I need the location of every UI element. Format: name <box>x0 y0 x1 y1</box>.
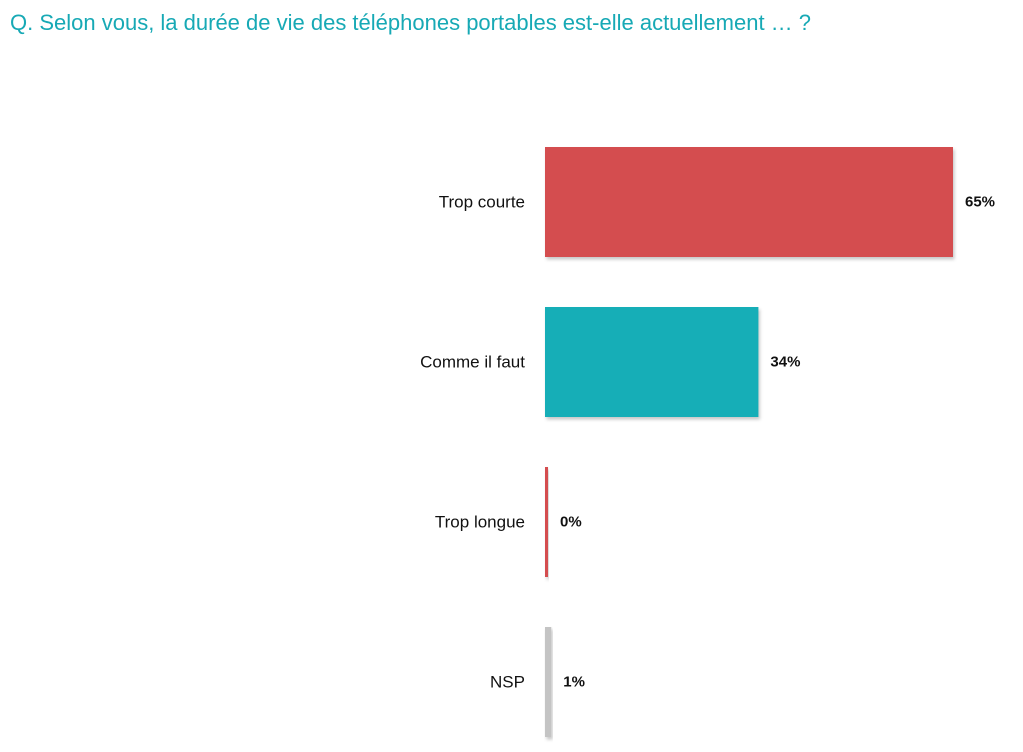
value-label-2: 0% <box>560 514 582 531</box>
value-label-3: 1% <box>563 674 585 691</box>
category-label-0: Trop courte <box>439 193 525 212</box>
bar-3 <box>545 627 552 737</box>
value-label-1: 34% <box>770 354 800 371</box>
category-label-1: Comme il faut <box>420 353 525 372</box>
bar-1 <box>545 307 759 417</box>
category-label-2: Trop longue <box>435 513 525 532</box>
category-label-3: NSP <box>490 673 525 692</box>
bar-0 <box>545 147 953 257</box>
bar-2 <box>545 467 548 577</box>
question-title: Q. Selon vous, la durée de vie des télép… <box>10 10 812 35</box>
value-label-0: 65% <box>965 194 995 211</box>
